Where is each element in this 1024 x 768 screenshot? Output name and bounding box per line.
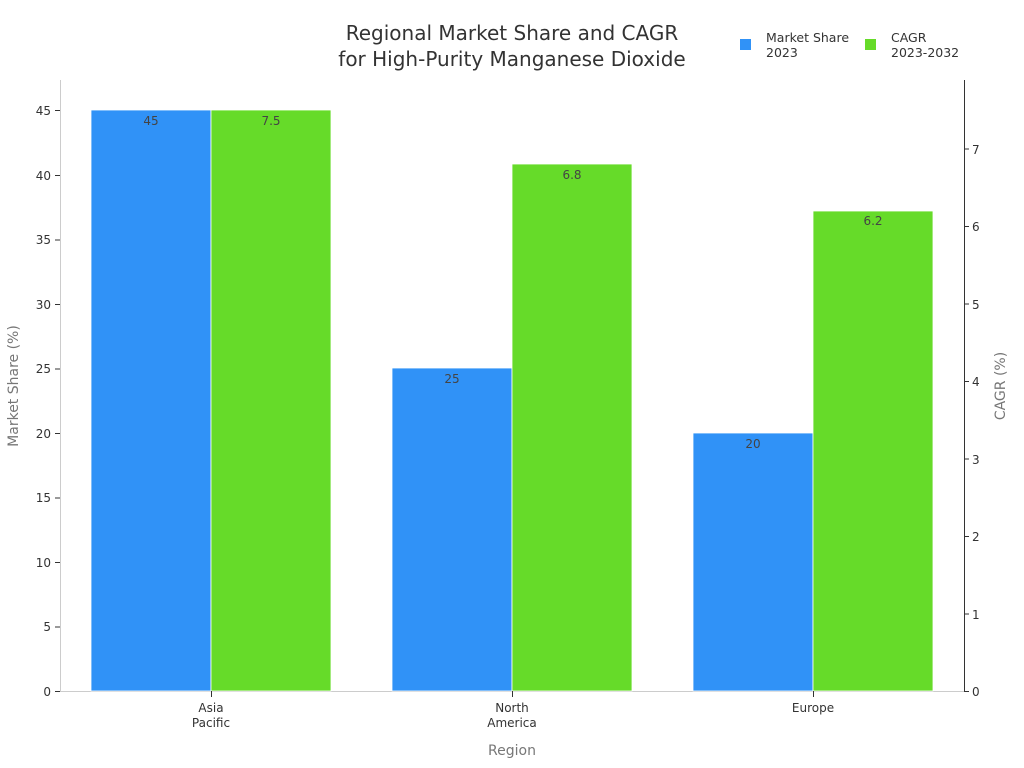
legend-label-cagr-line-2: 2023-2032 [891, 45, 959, 60]
bar-cagr-europe[interactable] [812, 210, 934, 692]
x-tick-label-north-america-line-2: America [487, 716, 537, 730]
left-tick-label: 5 [43, 620, 51, 634]
left-tick-label: 45 [36, 104, 51, 118]
x-tick-label-europe: Europe [792, 701, 834, 715]
left-tick-label: 30 [36, 298, 51, 312]
right-tick-label: 5 [972, 298, 980, 312]
right-y-axis-title: CAGR (%) [993, 352, 1009, 420]
bar-value-cagr-asia-pacific: 7.5 [261, 114, 280, 128]
left-tick-label: 25 [36, 362, 51, 376]
chart-title-line-1: Regional Market Share and CAGR [346, 21, 679, 45]
legend-swatch-cagr [865, 39, 876, 50]
legend-label-market-share-line-2: 2023 [766, 45, 798, 60]
legend-label-market-share-line-1: Market Share [766, 30, 849, 45]
right-tick-label: 7 [972, 143, 980, 157]
left-tick-label: 10 [36, 556, 51, 570]
left-tick-label: 15 [36, 491, 51, 505]
bar-cagr-asia-pacific[interactable] [210, 109, 332, 692]
bar-market-share-north-america[interactable] [391, 367, 513, 692]
bar-market-share-asia-pacific[interactable] [90, 109, 212, 692]
left-tick-label: 35 [36, 233, 51, 247]
x-tick-label-asia-pacific-line-1: Asia [198, 701, 223, 715]
right-tick-label: 1 [972, 608, 980, 622]
chart-title-line-2: for High-Purity Manganese Dioxide [338, 47, 685, 71]
right-tick-label: 2 [972, 530, 980, 544]
legend-item-market-share[interactable]: Market Share 2023 [740, 30, 849, 60]
bar-value-market-share-europe: 20 [745, 437, 760, 451]
x-tick-label-asia-pacific-line-2: Pacific [192, 716, 230, 730]
legend-label-cagr-line-1: CAGR [891, 30, 927, 45]
bar-value-market-share-asia-pacific: 45 [143, 114, 158, 128]
left-tick-label: 20 [36, 427, 51, 441]
x-axis-ticks: Asia Pacific North America Europe [192, 691, 834, 730]
x-tick-label-north-america-line-1: North [495, 701, 529, 715]
bar-market-share-europe[interactable] [692, 432, 814, 692]
bar-cagr-north-america[interactable] [511, 163, 633, 692]
bar-value-cagr-europe: 6.2 [863, 214, 882, 228]
legend-swatch-market-share [740, 39, 751, 50]
bar-value-market-share-north-america: 25 [444, 372, 459, 386]
legend: Market Share 2023 CAGR 2023-2032 [740, 30, 959, 60]
left-y-axis-title: Market Share (%) [6, 325, 22, 447]
left-y-axis-ticks: 0 5 10 15 20 25 30 35 40 45 [36, 104, 60, 699]
legend-item-cagr[interactable]: CAGR 2023-2032 [865, 30, 959, 60]
right-tick-label: 3 [972, 453, 980, 467]
x-axis-title: Region [488, 743, 536, 759]
left-tick-label: 0 [43, 685, 51, 699]
bars-group [90, 109, 934, 692]
right-tick-label: 0 [972, 685, 980, 699]
right-tick-label: 6 [972, 220, 980, 234]
left-tick-label: 40 [36, 169, 51, 183]
right-tick-label: 4 [972, 375, 980, 389]
right-y-axis-ticks: 0 1 2 3 4 5 6 7 [964, 143, 980, 699]
bar-value-cagr-north-america: 6.8 [562, 168, 581, 182]
